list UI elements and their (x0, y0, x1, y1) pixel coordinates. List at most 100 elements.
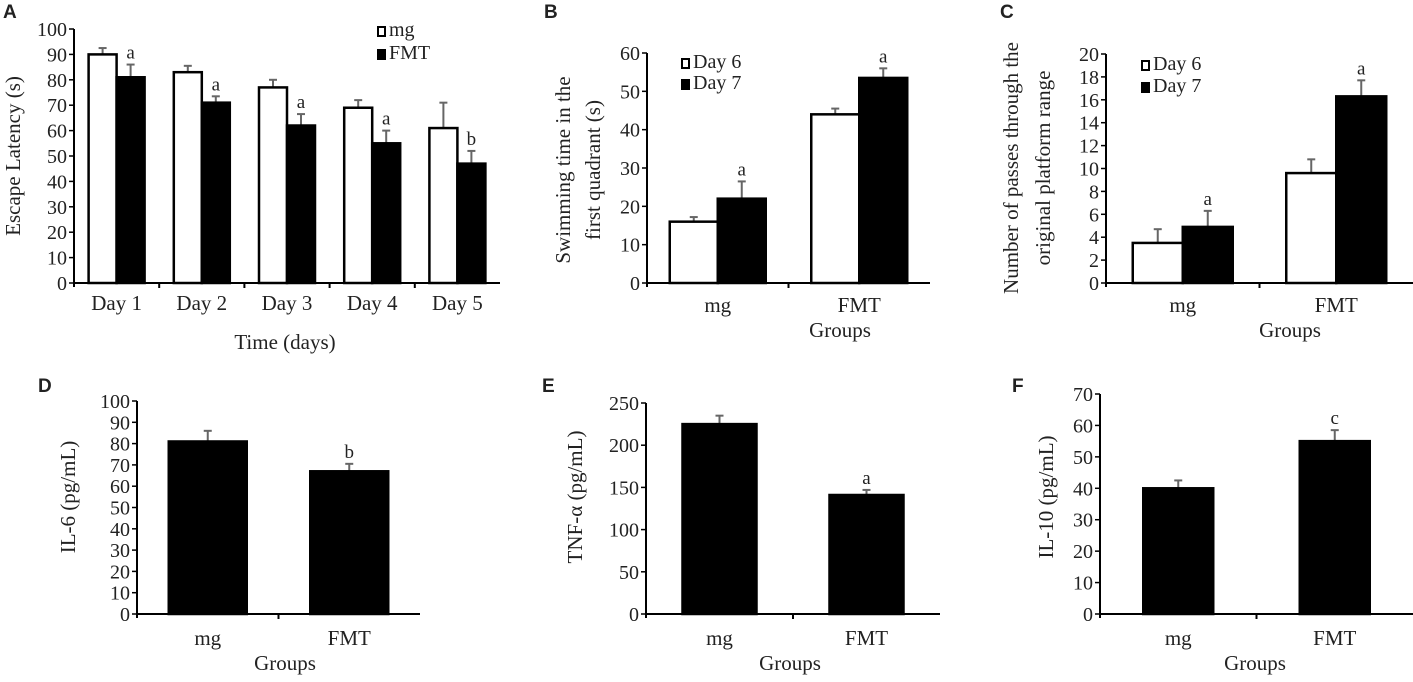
bar-fmt-day-2 (200, 101, 232, 285)
y-tick-label: 0 (1089, 273, 1099, 295)
y-axis-title: TNF-α (pg/mL) (563, 431, 587, 564)
chart-panel-e: E 0 50 100 150 200 250 mg FMT a Groups TNF-α (pg/mL… (542, 376, 940, 675)
significance-label: a (297, 92, 306, 113)
y-tick-label: 0 (120, 604, 130, 626)
bar-fmt-day-1 (115, 76, 146, 285)
x-tick-label: FMT (1315, 293, 1358, 317)
x-tick-label: FMT (838, 293, 881, 317)
y-tick-label: 20 (47, 222, 67, 244)
y-tick-label: 250 (609, 393, 639, 415)
y-tick-label: 200 (609, 435, 639, 457)
y-tick-label: 20 (620, 196, 640, 218)
x-tick-label: Day 2 (176, 291, 227, 315)
significance-label: b (467, 129, 477, 150)
x-tick-label: FMT (328, 626, 371, 650)
bar-day-6-fmt (1285, 171, 1338, 285)
x-tick-label: mg (194, 626, 221, 650)
x-axis-title: Time (days) (234, 330, 335, 354)
y-tick-label: 20 (110, 561, 130, 583)
y-tick-label: 60 (47, 121, 67, 143)
y-axis-title-line: Swimming time in the (551, 76, 575, 263)
bar-mg-day-2 (172, 70, 204, 285)
y-tick-label: 30 (1073, 510, 1093, 532)
bar-day-6-mg (668, 220, 719, 285)
y-tick-label: 100 (609, 520, 639, 542)
legend-swatch (377, 26, 386, 37)
bar-day-7-mg (1181, 225, 1234, 285)
y-tick-label: 40 (110, 519, 130, 541)
legend-label: mg (389, 19, 415, 41)
bar-tnf--mg (681, 422, 758, 616)
significance-label: b (345, 442, 355, 463)
y-tick-label: 2 (1089, 250, 1099, 272)
bar-day-7-fmt (1335, 95, 1388, 285)
y-tick-label: 10 (1073, 573, 1093, 595)
y-tick-label: 10 (47, 248, 67, 270)
y-tick-label: 14 (1079, 113, 1099, 135)
significance-label: a (212, 74, 221, 95)
x-tick-label: FMT (845, 626, 888, 650)
bar-mg-day-5 (428, 126, 459, 285)
panel-letter: B (544, 2, 558, 23)
panel-letter: C (1000, 2, 1014, 23)
legend-label: Day 7 (693, 72, 741, 94)
bar-day-6-fmt (810, 113, 861, 285)
legend-label: Day 6 (693, 51, 741, 73)
panel-letter: A (3, 2, 17, 23)
panel-letter: E (542, 376, 555, 397)
significance-label: a (126, 43, 135, 64)
legend-swatch (681, 79, 690, 90)
y-tick-label: 4 (1089, 227, 1099, 249)
y-tick-label: 150 (609, 477, 639, 499)
x-tick-label: mg (1169, 293, 1196, 317)
y-tick-label: 12 (1079, 136, 1099, 158)
x-tick-label: Day 1 (91, 291, 142, 315)
legend-swatch (1141, 82, 1150, 93)
y-tick-label: 30 (110, 540, 130, 562)
y-tick-label: 60 (1073, 415, 1093, 437)
y-tick-label: 18 (1079, 67, 1099, 89)
y-tick-label: 50 (619, 562, 639, 584)
y-tick-label: 6 (1089, 204, 1099, 226)
y-tick-label: 8 (1089, 181, 1099, 203)
panel-letter: D (38, 376, 52, 397)
legend-label: Day 7 (1153, 75, 1201, 97)
x-tick-label: FMT (1313, 626, 1356, 650)
bar-mg-day-4 (342, 106, 374, 285)
bar-day-7-fmt (858, 76, 909, 285)
legend-swatch (377, 49, 386, 60)
x-tick-label: Day 4 (347, 291, 398, 315)
y-tick-label: 40 (1073, 478, 1093, 500)
y-tick-label: 90 (47, 44, 67, 66)
significance-label: c (1331, 408, 1339, 429)
bar-fmt-day-4 (370, 142, 402, 285)
y-tick-label: 20 (1079, 44, 1099, 66)
y-tick-label: 0 (57, 273, 67, 295)
legend-swatch (1141, 60, 1150, 71)
bar-tnf--fmt (828, 493, 905, 616)
y-axis-title-line: Number of passes through the (999, 42, 1023, 294)
y-tick-label: 50 (620, 81, 640, 103)
significance-label: a (862, 468, 871, 489)
y-tick-label: 16 (1079, 90, 1099, 112)
chart-panel-b: B 0 10 20 30 40 50 60 mg a FMT a Groups Swimming time… (544, 2, 930, 342)
y-tick-label: 20 (1073, 541, 1093, 563)
y-tick-label: 50 (110, 498, 130, 520)
x-axis-title: Groups (1259, 318, 1321, 342)
x-tick-label: mg (704, 293, 731, 317)
y-tick-label: 70 (1073, 384, 1093, 406)
y-tick-label: 50 (47, 146, 67, 168)
x-tick-label: Day 5 (432, 291, 483, 315)
y-tick-label: 100 (37, 19, 67, 41)
x-axis-title: Groups (254, 651, 316, 675)
y-tick-label: 50 (1073, 447, 1093, 469)
x-tick-label: mg (1165, 626, 1192, 650)
y-tick-label: 40 (47, 171, 67, 193)
bar-il-10-mg (1142, 487, 1215, 616)
legend-label: Day 6 (1153, 53, 1201, 75)
bar-il-6-mg (167, 440, 248, 616)
